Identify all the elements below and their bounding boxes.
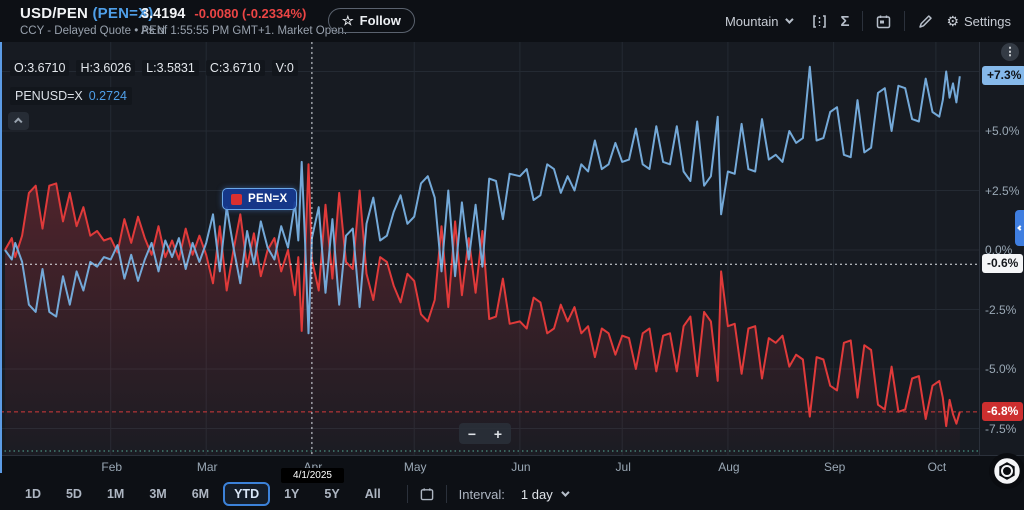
- y-axis-label: +2.5%: [985, 183, 1020, 198]
- symbol-title-block: USD/PEN (PEN=X) CCY - Delayed Quote • PE…: [20, 5, 165, 37]
- last-price-badge-red: -6.8%: [982, 402, 1024, 421]
- price-chart: [0, 42, 979, 455]
- last-price: 3.4194: [141, 6, 186, 22]
- x-axis-label: Jun: [511, 460, 531, 474]
- events-calendar-icon[interactable]: [876, 14, 891, 29]
- comparison-symbol: PENUSD=X: [15, 89, 83, 103]
- compare-icon[interactable]: [812, 14, 827, 29]
- crosshair-price-badge: -0.6%: [982, 254, 1024, 273]
- divider: [445, 485, 447, 503]
- star-icon: ☆: [342, 12, 354, 28]
- x-axis-label: Oct: [927, 460, 947, 474]
- y-axis-label: -2.5%: [985, 302, 1017, 317]
- series-line-PEN=X: [4, 163, 961, 428]
- divider: [904, 11, 906, 31]
- x-axis-label: Sep: [823, 460, 846, 474]
- ohlc-value: V:0: [271, 60, 298, 76]
- chevron-down-icon: [560, 488, 570, 497]
- series-line-PENUSD=X: [4, 65, 961, 335]
- range-button-6m[interactable]: 6M: [181, 482, 220, 506]
- series-flag-pen[interactable]: PEN=X: [222, 188, 297, 210]
- brand-logo-icon: [988, 452, 1024, 490]
- series-flag-label: PEN=X: [248, 193, 288, 205]
- chart-type-value: Mountain: [724, 13, 779, 29]
- y-axis-label: -5.0%: [985, 362, 1017, 376]
- interval-label: Interval:: [458, 486, 505, 502]
- as-of-text: As of 1:55:55 PM GMT+1. Market Open.: [141, 25, 348, 37]
- zoom-in-button[interactable]: +: [485, 423, 511, 444]
- x-axis[interactable]: Feb Mar Apr May Jun Jul Aug Sep Oct: [0, 455, 1024, 478]
- left-edge-indicator: [0, 42, 2, 473]
- price-change: -0.0080 (-0.2334%): [194, 6, 307, 21]
- ohlc-value: H:3.6026: [76, 60, 136, 76]
- divider: [406, 485, 408, 503]
- y-axis-label: -7.5%: [985, 421, 1017, 436]
- interval-value: 1 day: [520, 486, 553, 502]
- range-toolbar: 1D 5D 1M 3M 6M YTD 1Y 5Y All Interval: 1 day: [0, 478, 1024, 510]
- range-button-all[interactable]: All: [354, 482, 392, 506]
- symbol-ticker: (PEN=X): [92, 5, 154, 22]
- range-button-1d[interactable]: 1D: [14, 482, 52, 506]
- area-fill-PEN=X: [5, 164, 960, 455]
- settings-label: Settings: [964, 13, 1011, 29]
- follow-label: Follow: [359, 13, 401, 28]
- axis-menu-button[interactable]: ⋮: [1001, 43, 1019, 61]
- draw-pencil-icon[interactable]: [918, 14, 933, 29]
- ohlc-value: C:3.6710: [205, 60, 265, 76]
- indicators-icon[interactable]: Σ: [840, 12, 850, 30]
- chart-type-dropdown[interactable]: Mountain: [724, 13, 795, 29]
- range-button-1y[interactable]: 1Y: [273, 482, 310, 506]
- custom-date-icon[interactable]: [420, 487, 434, 501]
- x-axis-label: Mar: [196, 460, 218, 474]
- range-button-ytd[interactable]: YTD: [223, 482, 271, 506]
- x-axis-label: Jul: [615, 460, 631, 474]
- quote-subtitle: CCY - Delayed Quote • PEN: [20, 25, 166, 37]
- zoom-out-button[interactable]: −: [459, 423, 485, 444]
- zoom-controls: − +: [459, 423, 511, 444]
- y-axis-label: +5.0%: [985, 124, 1020, 138]
- symbol-name: USD/PEN: [20, 5, 89, 22]
- chart-plot-area[interactable]: O:3.6710 H:3.6026 L:3.5831 C:3.6710 V:0 PENU…: [0, 42, 979, 455]
- range-button-1m[interactable]: 1M: [96, 482, 135, 506]
- interval-dropdown[interactable]: 1 day: [520, 486, 570, 502]
- ohlc-readout: O:3.6710 H:3.6026 L:3.5831 C:3.6710 V:0: [10, 60, 298, 76]
- y-axis-label: 0.0%: [985, 243, 1013, 257]
- ohlc-value: L:3.5831: [142, 60, 199, 76]
- x-axis-label: Feb: [101, 460, 123, 474]
- page-title: USD/PEN (PEN=X): [20, 5, 165, 22]
- range-button-3m[interactable]: 3M: [138, 482, 177, 506]
- chevron-down-icon: [785, 15, 795, 24]
- settings-button[interactable]: ⚙ Settings: [946, 13, 1011, 30]
- follow-button[interactable]: ☆ Follow: [328, 8, 415, 33]
- x-axis-label: Aug: [718, 460, 740, 474]
- divider: [862, 11, 864, 31]
- ohlc-value: O:3.6710: [10, 60, 70, 76]
- comparison-legend[interactable]: PENUSD=X 0.2724: [10, 87, 132, 105]
- header-bar: USD/PEN (PEN=X) CCY - Delayed Quote • PE…: [0, 0, 1024, 42]
- comparison-value: 0.2724: [88, 89, 127, 103]
- crosshair-date-tooltip: 4/1/2025: [281, 468, 344, 483]
- range-button-5y[interactable]: 5Y: [313, 482, 350, 506]
- gear-icon: ⚙: [946, 12, 960, 29]
- range-button-5d[interactable]: 5D: [55, 482, 93, 506]
- series-color-swatch: [231, 193, 242, 205]
- last-price-badge-blue: +7.3%: [982, 66, 1024, 85]
- chart-controls: Mountain Σ ⚙ Settings: [725, 0, 1011, 42]
- chevron-up-icon: [13, 117, 23, 126]
- y-axis[interactable]: ⋮ +5.0% +2.5% 0.0% -2.5% -5.0% -7.5% +7.3% -0…: [979, 42, 1024, 455]
- panel-expand-tab[interactable]: [1015, 210, 1024, 246]
- chevron-left-icon: [1016, 225, 1023, 231]
- price-block: 3.4194 -0.0080 (-0.2334%) As of 1:55:55 …: [141, 6, 347, 37]
- collapse-legend-button[interactable]: [8, 112, 29, 130]
- x-axis-label: May: [403, 460, 427, 474]
